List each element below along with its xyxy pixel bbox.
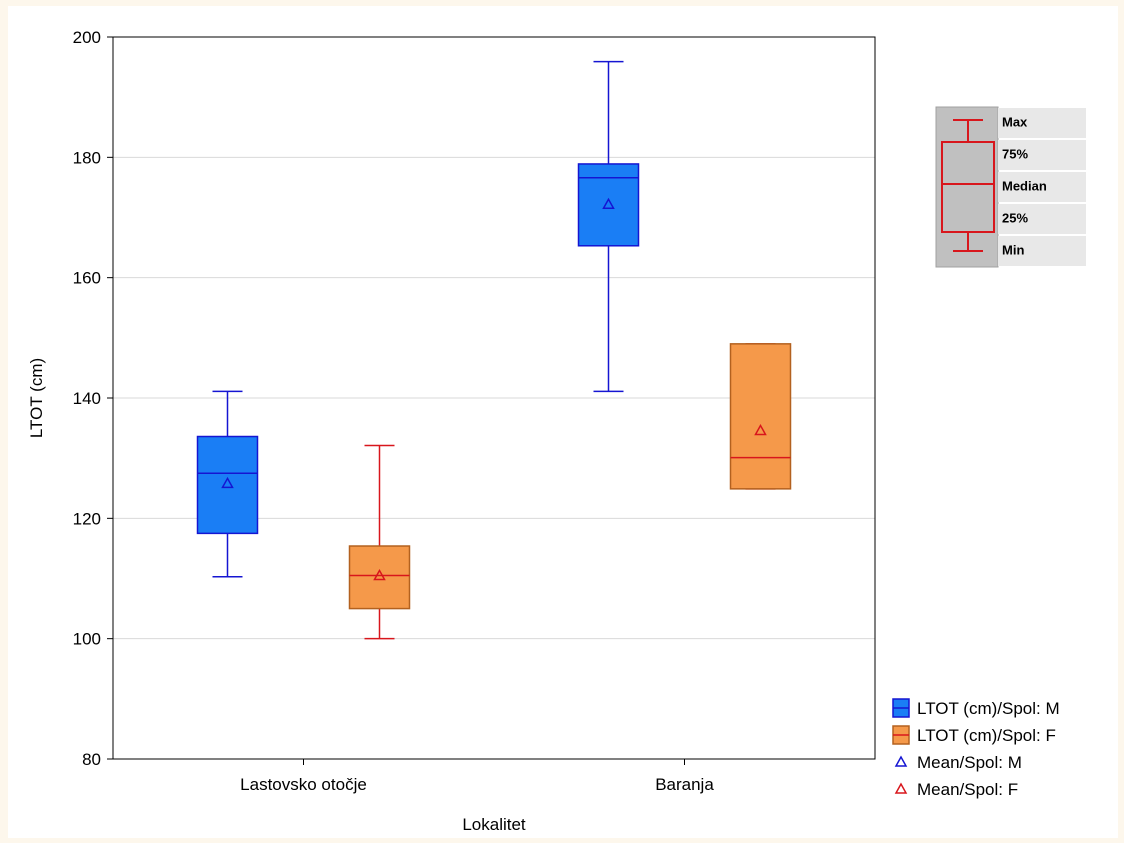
box-key-legend: Max 75% Median 25% Min <box>935 106 1086 268</box>
y-tick-label: 100 <box>73 630 101 649</box>
y-tick-label: 120 <box>73 509 101 528</box>
legend-label: Mean/Spol: F <box>917 780 1018 799</box>
box-key-row-bg <box>998 108 1086 138</box>
y-tick-label: 180 <box>73 148 101 167</box>
mean-marker <box>373 568 386 581</box>
y-tick-label: 160 <box>73 269 101 288</box>
plot-area: 80 100 120 140 160 180 200 Lastovsko otočje Bara… <box>73 28 876 794</box>
box-key-row-bg <box>998 172 1086 202</box>
box-key-label: 75% <box>1002 146 1028 161</box>
legend-mean-marker <box>894 755 908 767</box>
y-axis-label: LTOT (cm) <box>27 358 46 438</box>
box-body <box>348 545 411 610</box>
y-tick-label: 80 <box>82 750 101 769</box>
x-tick-label: Lastovsko otočje <box>240 775 367 794</box>
x-tick-label: Baranja <box>655 775 714 794</box>
y-tick-label: 140 <box>73 389 101 408</box>
box-f-1 <box>729 343 792 490</box>
series-legend: LTOT (cm)/Spol: M LTOT (cm)/Spol: F Mean/S… <box>892 698 1060 799</box>
mean-marker <box>221 476 234 489</box>
x-axis-label: Lokalitet <box>462 815 526 834</box>
box-key-label: 25% <box>1002 210 1028 225</box>
legend-label: Mean/Spol: M <box>917 753 1022 772</box>
box-m-1 <box>577 60 640 393</box>
box-key-label: Max <box>1002 114 1028 129</box>
box-key-row-bg <box>998 140 1086 170</box>
mean-marker <box>754 423 767 436</box>
box-body <box>577 163 640 247</box>
legend-label: LTOT (cm)/Spol: M <box>917 699 1060 718</box>
y-tick-label: 200 <box>73 28 101 47</box>
box-key-label: Min <box>1002 242 1024 257</box>
box-m-0 <box>196 390 259 578</box>
figure-background <box>8 6 1118 838</box>
mean-marker <box>602 197 615 210</box>
box-body <box>729 343 792 490</box>
box-key-row-bg <box>998 236 1086 266</box>
box-body <box>196 435 259 535</box>
box-key-label: Median <box>1002 178 1047 193</box>
box-f-0 <box>348 444 411 640</box>
legend-mean-marker <box>894 782 908 794</box>
legend-label: LTOT (cm)/Spol: F <box>917 726 1056 745</box>
box-key-row-bg <box>998 204 1086 234</box>
plot-frame <box>112 36 876 760</box>
